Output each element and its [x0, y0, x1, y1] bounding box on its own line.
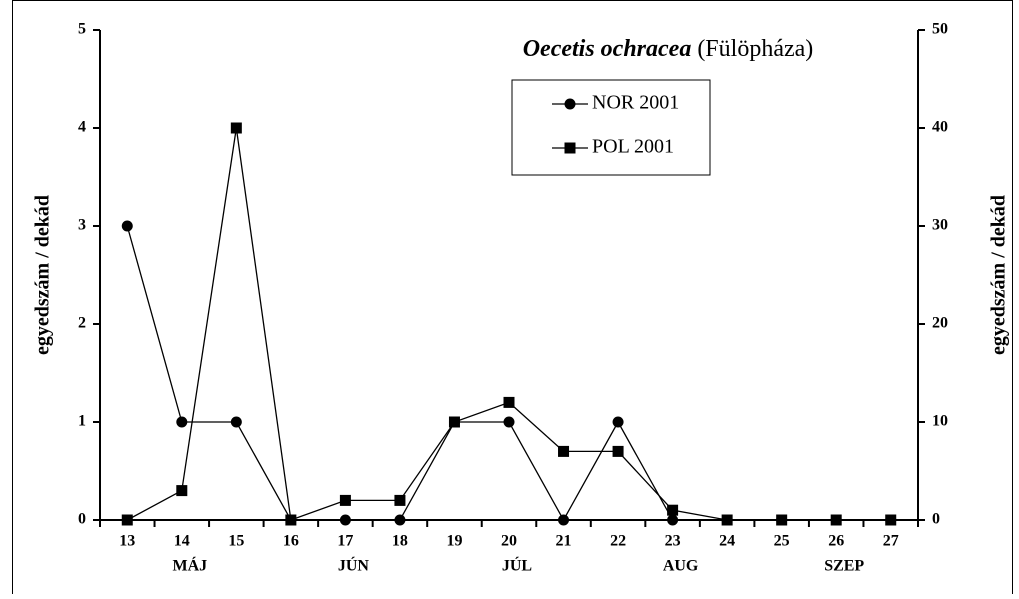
data-point [612, 445, 624, 457]
frame [12, 0, 1013, 599]
y-tick-label: 4 [78, 119, 86, 136]
x-tick-label: 15 [228, 533, 244, 550]
month-label: JÚL [502, 556, 532, 575]
legend-label: NOR 2001 [592, 92, 679, 114]
data-point [503, 416, 515, 428]
x-tick-label: 16 [283, 533, 299, 550]
x-tick-label: 25 [774, 533, 790, 550]
y-tick-label: 2 [78, 315, 86, 332]
data-point [339, 514, 351, 526]
data-point [776, 514, 788, 526]
data-point [885, 514, 897, 526]
data-point [667, 514, 679, 526]
x-tick-label: 19 [446, 533, 462, 550]
data-point [503, 396, 515, 408]
x-tick-label: 26 [828, 533, 844, 550]
series-line [126, 225, 891, 522]
data-point [230, 122, 242, 134]
x-tick-label: 14 [174, 533, 190, 550]
legend-label: POL 2001 [592, 136, 674, 158]
data-point [176, 416, 188, 428]
x-tick-label: 21 [556, 533, 572, 550]
legend-marker [564, 98, 576, 110]
month-label: JÚN [338, 556, 370, 575]
month-label: MÁJ [172, 556, 207, 575]
y2-axis-label: egyedszám / dekád [988, 195, 1010, 355]
x-tick-label: 23 [665, 533, 681, 550]
data-point [394, 514, 406, 526]
data-point [667, 504, 679, 516]
x-tick-label: 24 [719, 533, 735, 550]
data-point [121, 220, 133, 232]
title-place: (Fülöpháza) [697, 36, 813, 62]
data-point [558, 445, 570, 457]
title-species: Oecetis ochracea [523, 36, 692, 62]
x-tick-label: 17 [337, 533, 353, 550]
data-point [121, 514, 133, 526]
x-tick-label: 18 [392, 533, 408, 550]
data-point [230, 416, 242, 428]
y-axis-label: egyedszám / dekád [32, 195, 54, 355]
y-tick-label: 3 [78, 217, 86, 234]
y2-tick-label: 30 [932, 217, 948, 234]
y2-tick-label: 20 [932, 315, 948, 332]
x-tick-label: 27 [883, 533, 899, 550]
chart-title: Oecetis ochracea (Fülöpháza) [523, 36, 814, 62]
y2-tick-label: 40 [932, 119, 948, 136]
data-point [285, 514, 297, 526]
data-point [176, 485, 188, 497]
y-tick-label: 1 [78, 413, 86, 430]
y2-tick-label: 50 [932, 21, 948, 38]
data-point [721, 514, 733, 526]
month-label: SZEP [824, 558, 864, 575]
y2-tick-label: 0 [932, 511, 940, 528]
y2-tick-label: 10 [932, 413, 948, 430]
y-tick-label: 0 [78, 511, 86, 528]
data-point [612, 416, 624, 428]
data-point [830, 514, 842, 526]
y-tick-label: 5 [78, 21, 86, 38]
series-line [126, 127, 891, 521]
x-tick-label: 22 [610, 533, 626, 550]
month-label: AUG [663, 558, 699, 575]
data-point [339, 494, 351, 506]
data-point [394, 494, 406, 506]
data-point [558, 514, 570, 526]
x-tick-label: 20 [501, 533, 517, 550]
legend-marker [564, 142, 576, 154]
data-point [448, 416, 460, 428]
legend-box [511, 79, 711, 176]
x-tick-label: 13 [119, 533, 135, 550]
